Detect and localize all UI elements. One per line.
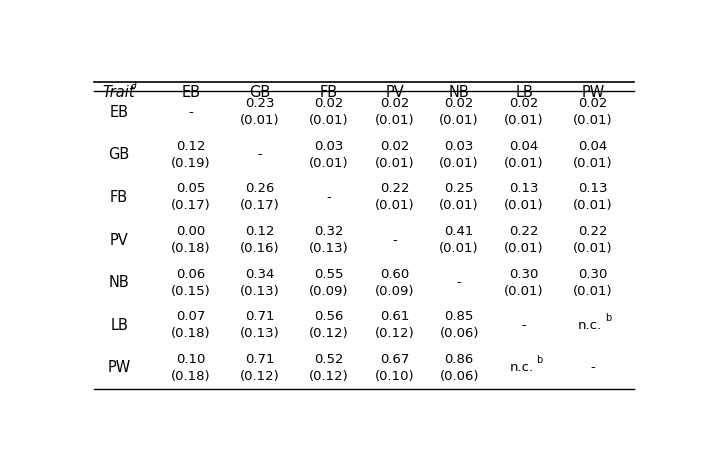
Text: 0.02
(0.01): 0.02 (0.01) (375, 97, 415, 127)
Text: LB: LB (515, 85, 533, 100)
Text: 0.06
(0.15): 0.06 (0.15) (171, 268, 210, 298)
Text: GB: GB (109, 147, 130, 162)
Text: 0.52
(0.12): 0.52 (0.12) (309, 353, 348, 383)
Text: EB: EB (109, 105, 129, 120)
Text: PV: PV (109, 232, 129, 248)
Text: PW: PW (582, 85, 604, 100)
Text: n.c.: n.c. (509, 361, 533, 375)
Text: 0.13
(0.01): 0.13 (0.01) (504, 183, 544, 212)
Text: 0.04
(0.01): 0.04 (0.01) (573, 140, 613, 170)
Text: b: b (605, 313, 611, 323)
Text: -: - (392, 234, 397, 246)
Text: 0.02
(0.01): 0.02 (0.01) (573, 97, 613, 127)
Text: 0.03
(0.01): 0.03 (0.01) (309, 140, 348, 170)
Text: 0.03
(0.01): 0.03 (0.01) (439, 140, 479, 170)
Text: 0.23
(0.01): 0.23 (0.01) (240, 97, 279, 127)
Text: b: b (536, 355, 542, 365)
Text: GB: GB (249, 85, 270, 100)
Text: NB: NB (109, 275, 129, 290)
Text: 0.25
(0.01): 0.25 (0.01) (439, 183, 479, 212)
Text: 0.22
(0.01): 0.22 (0.01) (573, 225, 613, 255)
Text: 0.12
(0.16): 0.12 (0.16) (240, 225, 279, 255)
Text: 0.10
(0.18): 0.10 (0.18) (171, 353, 210, 383)
Text: 0.32
(0.13): 0.32 (0.13) (309, 225, 348, 255)
Text: 0.00
(0.18): 0.00 (0.18) (171, 225, 210, 255)
Text: 0.02
(0.01): 0.02 (0.01) (375, 140, 415, 170)
Text: -: - (326, 191, 331, 204)
Text: 0.22
(0.01): 0.22 (0.01) (375, 183, 415, 212)
Text: 0.26
(0.17): 0.26 (0.17) (240, 183, 279, 212)
Text: 0.07
(0.18): 0.07 (0.18) (171, 310, 210, 340)
Text: PV: PV (385, 85, 404, 100)
Text: 0.02
(0.01): 0.02 (0.01) (439, 97, 479, 127)
Text: 0.30
(0.01): 0.30 (0.01) (573, 268, 613, 298)
Text: -: - (591, 361, 595, 375)
Text: 0.67
(0.10): 0.67 (0.10) (375, 353, 415, 383)
Text: 0.86
(0.06): 0.86 (0.06) (439, 353, 479, 383)
Text: 0.56
(0.12): 0.56 (0.12) (309, 310, 348, 340)
Text: NB: NB (449, 85, 469, 100)
Text: 0.05
(0.17): 0.05 (0.17) (171, 183, 210, 212)
Text: 0.02
(0.01): 0.02 (0.01) (504, 97, 544, 127)
Text: a: a (131, 80, 137, 90)
Text: EB: EB (181, 85, 201, 100)
Text: PW: PW (107, 361, 131, 376)
Text: 0.61
(0.12): 0.61 (0.12) (375, 310, 415, 340)
Text: -: - (257, 149, 262, 161)
Text: FB: FB (319, 85, 338, 100)
Text: 0.02
(0.01): 0.02 (0.01) (309, 97, 348, 127)
Text: 0.12
(0.19): 0.12 (0.19) (171, 140, 210, 170)
Text: -: - (522, 319, 527, 332)
Text: -: - (456, 276, 461, 289)
Text: 0.34
(0.13): 0.34 (0.13) (240, 268, 279, 298)
Text: 0.41
(0.01): 0.41 (0.01) (439, 225, 479, 255)
Text: 0.13
(0.01): 0.13 (0.01) (573, 183, 613, 212)
Text: 0.71
(0.13): 0.71 (0.13) (240, 310, 279, 340)
Text: 0.55
(0.09): 0.55 (0.09) (309, 268, 348, 298)
Text: 0.85
(0.06): 0.85 (0.06) (439, 310, 479, 340)
Text: LB: LB (110, 318, 128, 333)
Text: Trait: Trait (103, 85, 136, 100)
Text: FB: FB (110, 190, 128, 205)
Text: 0.60
(0.09): 0.60 (0.09) (375, 268, 415, 298)
Text: 0.71
(0.12): 0.71 (0.12) (240, 353, 279, 383)
Text: -: - (188, 106, 193, 119)
Text: 0.30
(0.01): 0.30 (0.01) (504, 268, 544, 298)
Text: n.c.: n.c. (578, 319, 602, 332)
Text: 0.04
(0.01): 0.04 (0.01) (504, 140, 544, 170)
Text: 0.22
(0.01): 0.22 (0.01) (504, 225, 544, 255)
